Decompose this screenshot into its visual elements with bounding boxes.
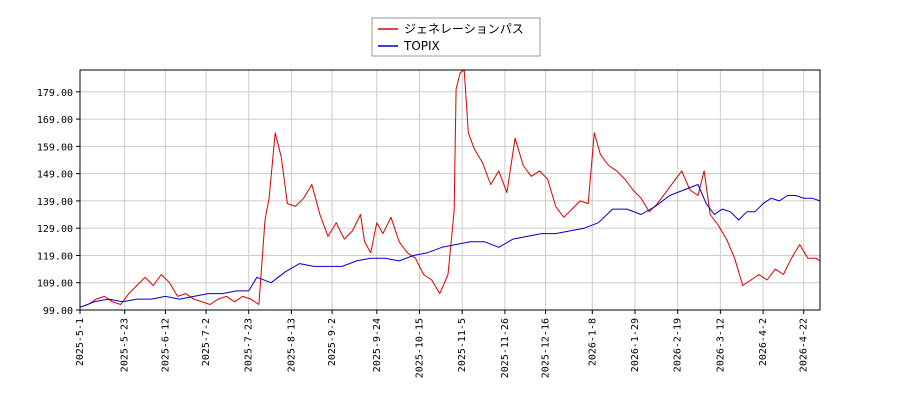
y-axis: 99.00 109.00 119.00 129.00 139.00 149.00 159.0… [37, 88, 80, 317]
x-tick-label: 2025-10-15 [415, 318, 426, 378]
x-tick-label: 2026-2-19 [673, 318, 684, 372]
x-axis: 2025-5-1 2025-5-23 2025-6-12 2025-7-2 2025-7… [75, 310, 810, 378]
x-tick-label: 2025-8-13 [286, 318, 297, 372]
series-line-0 [79, 69, 821, 308]
x-tick-label: 2025-11-5 [457, 318, 468, 372]
legend-label-0: ジェネレーションパス [404, 22, 524, 36]
x-tick-label: 2026-4-22 [799, 318, 810, 372]
x-tick-label: 2026-1-8 [587, 318, 598, 366]
x-tick-label: 2025-7-2 [201, 318, 212, 366]
series-line-1 [79, 184, 821, 308]
x-tick-label: 2025-6-12 [160, 318, 171, 372]
y-tick-label: 129.00 [37, 224, 73, 235]
legend: ジェネレーションパス TOPIX [371, 17, 541, 57]
x-tick-label: 2025-7-23 [244, 318, 255, 372]
plot-frame [79, 69, 821, 311]
x-tick-label: 2026-3-12 [715, 318, 726, 372]
y-tick-label: 139.00 [37, 197, 73, 208]
y-tick-label: 179.00 [37, 88, 73, 99]
x-tick-label: 2025-12-16 [541, 318, 552, 378]
x-tick-label: 2025-5-1 [75, 318, 86, 366]
y-tick-label: 99.00 [43, 306, 73, 317]
series-layer [79, 69, 821, 308]
x-tick-label: 2026-4-2 [758, 318, 769, 366]
y-tick-label: 159.00 [37, 142, 73, 153]
y-tick-label: 149.00 [37, 170, 73, 181]
x-tick-label: 2025-5-23 [120, 318, 131, 372]
legend-box [371, 17, 541, 57]
y-tick-label: 169.00 [37, 115, 73, 126]
x-tick-label: 2025-9-24 [372, 318, 383, 372]
grid-lines [79, 70, 820, 311]
x-tick-label: 2025-9-2 [327, 318, 338, 366]
legend-label-1: TOPIX [403, 39, 440, 53]
x-tick-label: 2026-1-29 [630, 318, 641, 372]
y-tick-label: 109.00 [37, 279, 73, 290]
x-tick-label: 2025-11-26 [500, 318, 511, 378]
y-tick-label: 119.00 [37, 251, 73, 262]
